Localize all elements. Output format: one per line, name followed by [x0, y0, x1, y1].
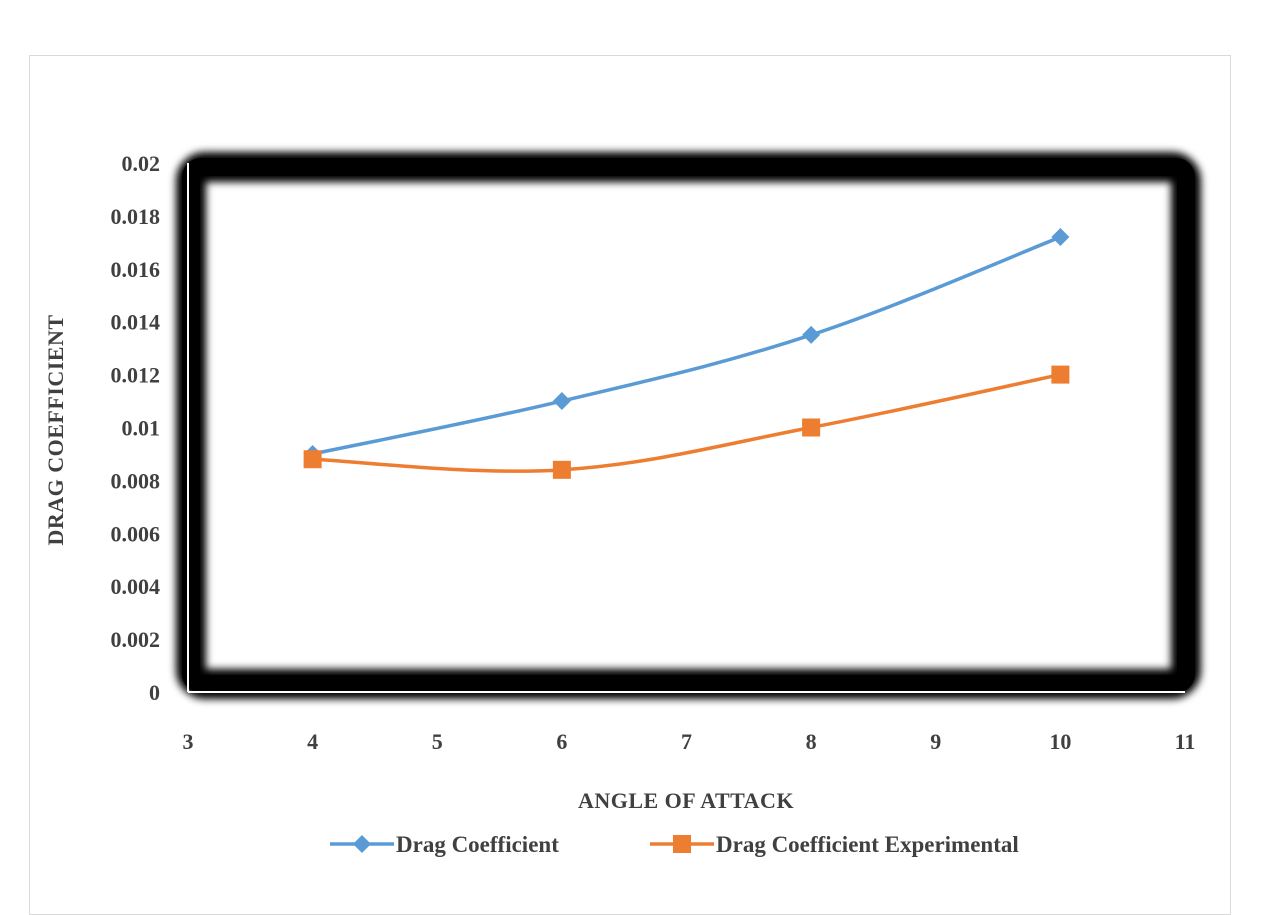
- series-layer: [303, 228, 1070, 479]
- y-tick-label: 0.01: [122, 416, 161, 441]
- legend-marker-1: [353, 835, 371, 853]
- y-tick-label: 0.018: [111, 204, 161, 229]
- legend-label-1: Drag Coefficient: [396, 832, 559, 857]
- series-line-2: [312, 372, 1061, 473]
- legend: Drag Coefficient Drag Coefficient Experim…: [330, 832, 1019, 857]
- y-tick-label: 0.012: [111, 363, 161, 388]
- data-point-series-1: [802, 325, 821, 344]
- x-tick-label: 4: [307, 729, 318, 754]
- y-tick-label: 0: [149, 680, 160, 705]
- series-line-1: [312, 235, 1062, 456]
- y-tick-label: 0.002: [111, 627, 161, 652]
- data-point-series-2: [1051, 365, 1070, 384]
- y-tick-label: 0.02: [122, 151, 161, 176]
- x-tick-label: 11: [1175, 729, 1196, 754]
- legend-label-2: Drag Coefficient Experimental: [716, 832, 1019, 857]
- y-tick-label: 0.008: [111, 468, 161, 493]
- data-point-series-2: [802, 418, 821, 437]
- x-tick-label: 8: [806, 729, 817, 754]
- x-tick-label: 9: [930, 729, 941, 754]
- x-tick-label: 5: [432, 729, 443, 754]
- y-axis-title: DRAG COEFFICIENT: [43, 314, 68, 545]
- data-point-series-1: [1051, 228, 1070, 247]
- y-tick-label: 0.014: [111, 310, 161, 335]
- y-tick-labels: 0 0.002 0.004 0.006 0.008 0.01 0.012 0.014 0.016…: [111, 151, 161, 705]
- x-tick-label: 7: [681, 729, 692, 754]
- legend-marker-2: [673, 835, 691, 853]
- y-tick-label: 0.006: [111, 521, 161, 546]
- x-tick-label: 6: [556, 729, 567, 754]
- data-point-series-2: [552, 460, 571, 479]
- chart-card: [29, 55, 1231, 915]
- x-tick-labels: 3 4 5 6 7 8 9 10 11: [183, 729, 1196, 754]
- x-tick-label: 10: [1049, 729, 1071, 754]
- data-point-series-2: [303, 450, 322, 469]
- x-tick-label: 3: [183, 729, 194, 754]
- plot-area-frame: [176, 152, 1201, 699]
- y-tick-label: 0.004: [111, 574, 161, 599]
- y-tick-label: 0.016: [111, 257, 161, 282]
- data-point-series-1: [552, 392, 571, 411]
- plot-area-frame-core: [182, 158, 1195, 693]
- x-axis-title: ANGLE OF ATTACK: [578, 788, 794, 813]
